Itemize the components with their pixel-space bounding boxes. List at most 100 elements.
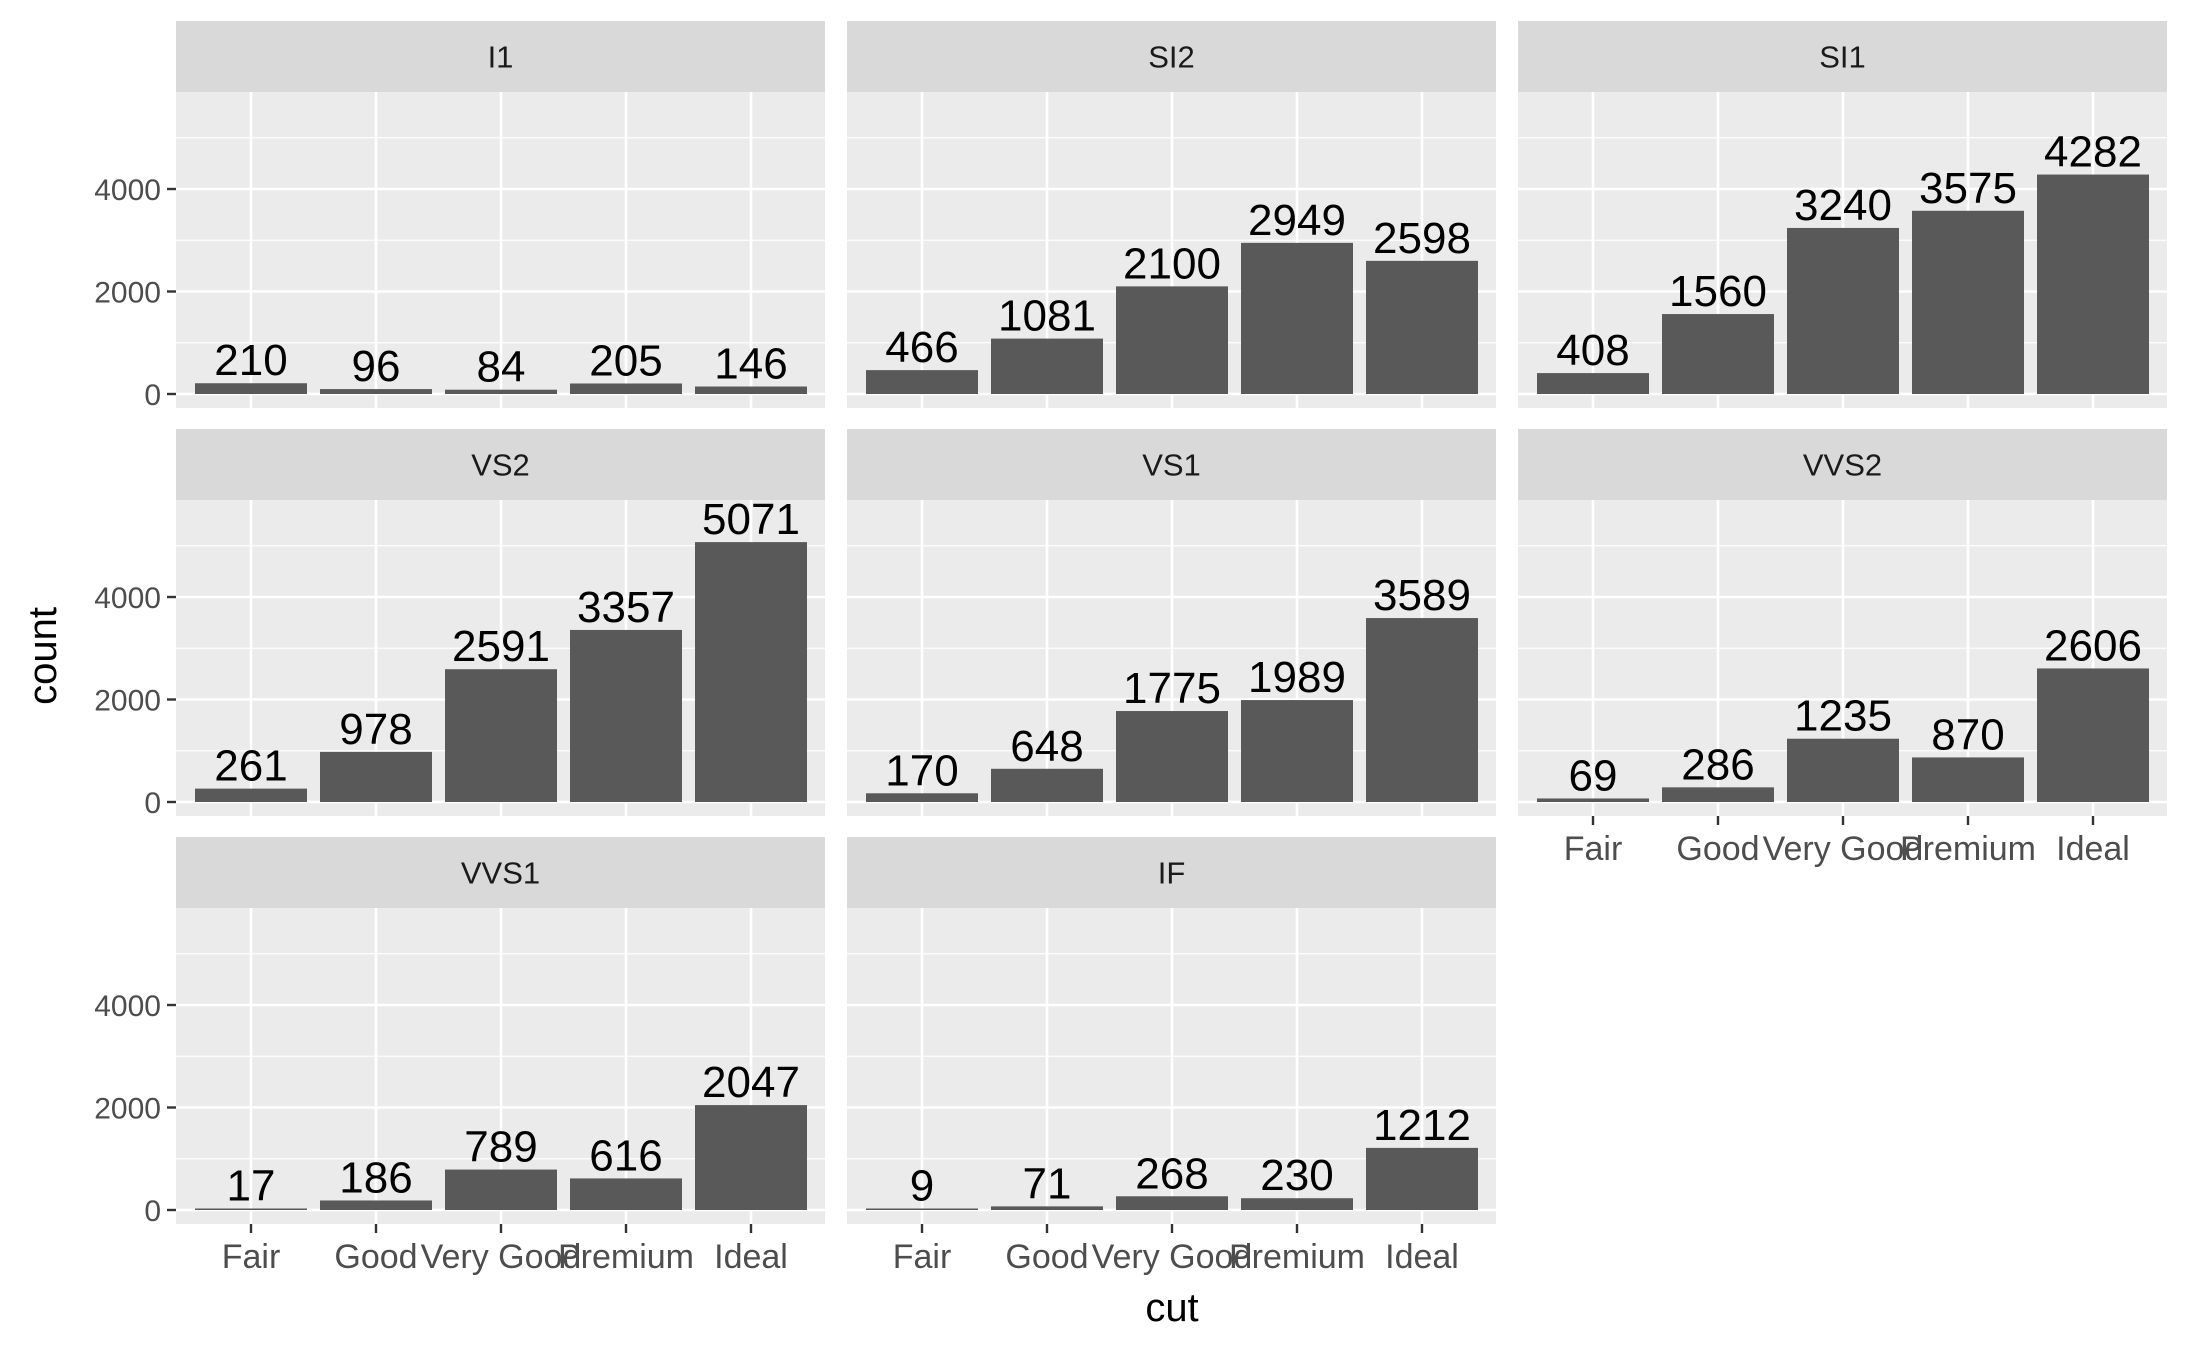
data-label: 2047 (702, 1058, 800, 1107)
data-label: 1212 (1373, 1101, 1471, 1150)
bar-vs2-very-good (445, 669, 557, 802)
data-label: 1235 (1794, 692, 1892, 741)
x-tick-label: Ideal (714, 1238, 788, 1276)
facet-vs2: VS2 0 2000 4000 261 978 2591 3357 5071 (94, 429, 825, 820)
facet-strip (847, 429, 1496, 500)
bar-vvs2-fair (1537, 798, 1649, 802)
data-label: 268 (1135, 1149, 1208, 1198)
data-label: 146 (714, 340, 787, 389)
data-label: 3357 (577, 583, 675, 632)
data-label: 2598 (1373, 214, 1471, 263)
y-tick-label: 2000 (94, 277, 161, 310)
data-label: 1775 (1123, 664, 1221, 713)
bar-vs2-fair (195, 788, 307, 802)
data-label: 1560 (1669, 267, 1767, 316)
bar-si1-fair (1537, 373, 1649, 394)
bar-i1-premium (570, 383, 682, 394)
bar-i1-ideal (695, 386, 807, 394)
x-tick-label: Very Good (1092, 1238, 1253, 1276)
bar-vs1-good (991, 768, 1103, 802)
facet-strip (176, 21, 825, 92)
y-tick-label: 4000 (94, 174, 161, 207)
y-tick-label: 4000 (94, 582, 161, 615)
facet-si2: SI2 466 1081 2100 2949 2598 (847, 21, 1496, 408)
bar-vvs2-premium (1912, 757, 2024, 802)
bar-vs1-fair (866, 793, 978, 802)
data-label: 3589 (1373, 571, 1471, 620)
data-label: 648 (1010, 722, 1083, 771)
x-tick-label: Ideal (1385, 1238, 1459, 1276)
facet-vvs2: VVS2 69 286 1235 870 2606 Fair Good Very GoodPre… (1518, 429, 2167, 868)
bar-vvs1-fair (195, 1208, 307, 1210)
facet-strip-label: VS2 (471, 448, 530, 483)
data-label: 4282 (2044, 128, 2142, 177)
bar-if-very-good (1116, 1196, 1228, 1210)
data-label: 466 (885, 323, 958, 372)
y-tick-label: 0 (144, 787, 161, 820)
bar-vvs1-very-good (445, 1169, 557, 1210)
x-tick-label: Very Good (421, 1238, 582, 1276)
data-label: 286 (1681, 740, 1754, 789)
data-label: 978 (339, 705, 412, 754)
bar-i1-very-good (445, 389, 557, 394)
data-label: 261 (214, 742, 287, 791)
facet-si1: SI1 408 1560 3240 3575 4282 (1518, 21, 2167, 408)
data-label: 230 (1260, 1151, 1333, 1200)
data-label: 96 (352, 342, 401, 391)
y-tick-label: 0 (144, 379, 161, 412)
facet-strip (176, 429, 825, 500)
facet-strip (1518, 21, 2167, 92)
panels-layer: I1 0 2000 4000 210 96 84 205 146 SI2 466 1081 2100 29… (94, 21, 2167, 1276)
data-label: 2606 (2044, 621, 2142, 670)
data-label: 789 (464, 1123, 537, 1172)
x-tick-label: Premium (1900, 830, 2036, 868)
y-tick-label: 4000 (94, 990, 161, 1023)
facet-strip-label: I1 (488, 40, 514, 75)
data-label: 5071 (702, 495, 800, 544)
bar-si1-premium (1912, 210, 2024, 394)
bar-vs2-premium (570, 629, 682, 802)
x-tick-label: Fair (222, 1238, 281, 1276)
data-label: 69 (1569, 751, 1618, 800)
facet-strip-label: VVS2 (1803, 448, 1882, 483)
bar-vvs1-good (320, 1200, 432, 1210)
data-label: 870 (1931, 710, 2004, 759)
y-tick-label: 2000 (94, 1093, 161, 1126)
data-label: 1989 (1248, 653, 1346, 702)
facet-strip (847, 837, 1496, 908)
bar-si2-good (991, 338, 1103, 394)
x-axis-title: cut (1145, 1286, 1198, 1330)
facet-strip (176, 837, 825, 908)
bar-si2-ideal (1366, 260, 1478, 394)
x-tick-label: Fair (893, 1238, 952, 1276)
x-tick-label: Ideal (2056, 830, 2130, 868)
facet-strip-label: VVS1 (461, 856, 540, 891)
bar-vvs1-ideal (695, 1105, 807, 1210)
data-label: 1081 (998, 292, 1096, 341)
data-label: 210 (214, 336, 287, 385)
bar-vs1-ideal (1366, 618, 1478, 802)
bar-vvs2-very-good (1787, 738, 1899, 802)
facet-strip-label: IF (1158, 856, 1186, 891)
facet-strip (1518, 429, 2167, 500)
facet-strip-label: VS1 (1142, 448, 1201, 483)
bar-if-good (991, 1206, 1103, 1210)
bar-vs2-ideal (695, 542, 807, 802)
data-label: 84 (477, 343, 526, 392)
x-tick-label: Good (334, 1238, 417, 1276)
data-label: 170 (885, 746, 958, 795)
bar-i1-fair (195, 383, 307, 394)
x-tick-label: Premium (1229, 1238, 1365, 1276)
y-axis-title: count (21, 607, 65, 705)
facet-vvs1: VVS1 0 2000 4000 17 186 789 616 2047 Fair Good Very… (94, 837, 825, 1276)
x-tick-label: Fair (1564, 830, 1623, 868)
bar-si1-ideal (2037, 174, 2149, 394)
data-label: 2591 (452, 622, 550, 671)
data-label: 616 (589, 1131, 662, 1180)
bar-si2-premium (1241, 242, 1353, 394)
bar-if-premium (1241, 1198, 1353, 1210)
data-label: 71 (1023, 1159, 1072, 1208)
